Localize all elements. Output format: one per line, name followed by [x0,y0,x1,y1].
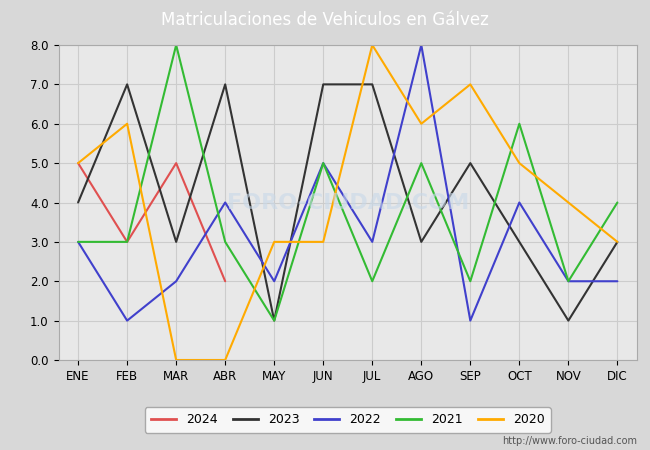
Text: Matriculaciones de Vehiculos en Gálvez: Matriculaciones de Vehiculos en Gálvez [161,11,489,29]
Text: FORO-CIUDAD.COM: FORO-CIUDAD.COM [227,193,469,212]
Text: http://www.foro-ciudad.com: http://www.foro-ciudad.com [502,436,637,446]
Legend: 2024, 2023, 2022, 2021, 2020: 2024, 2023, 2022, 2021, 2020 [145,407,551,433]
